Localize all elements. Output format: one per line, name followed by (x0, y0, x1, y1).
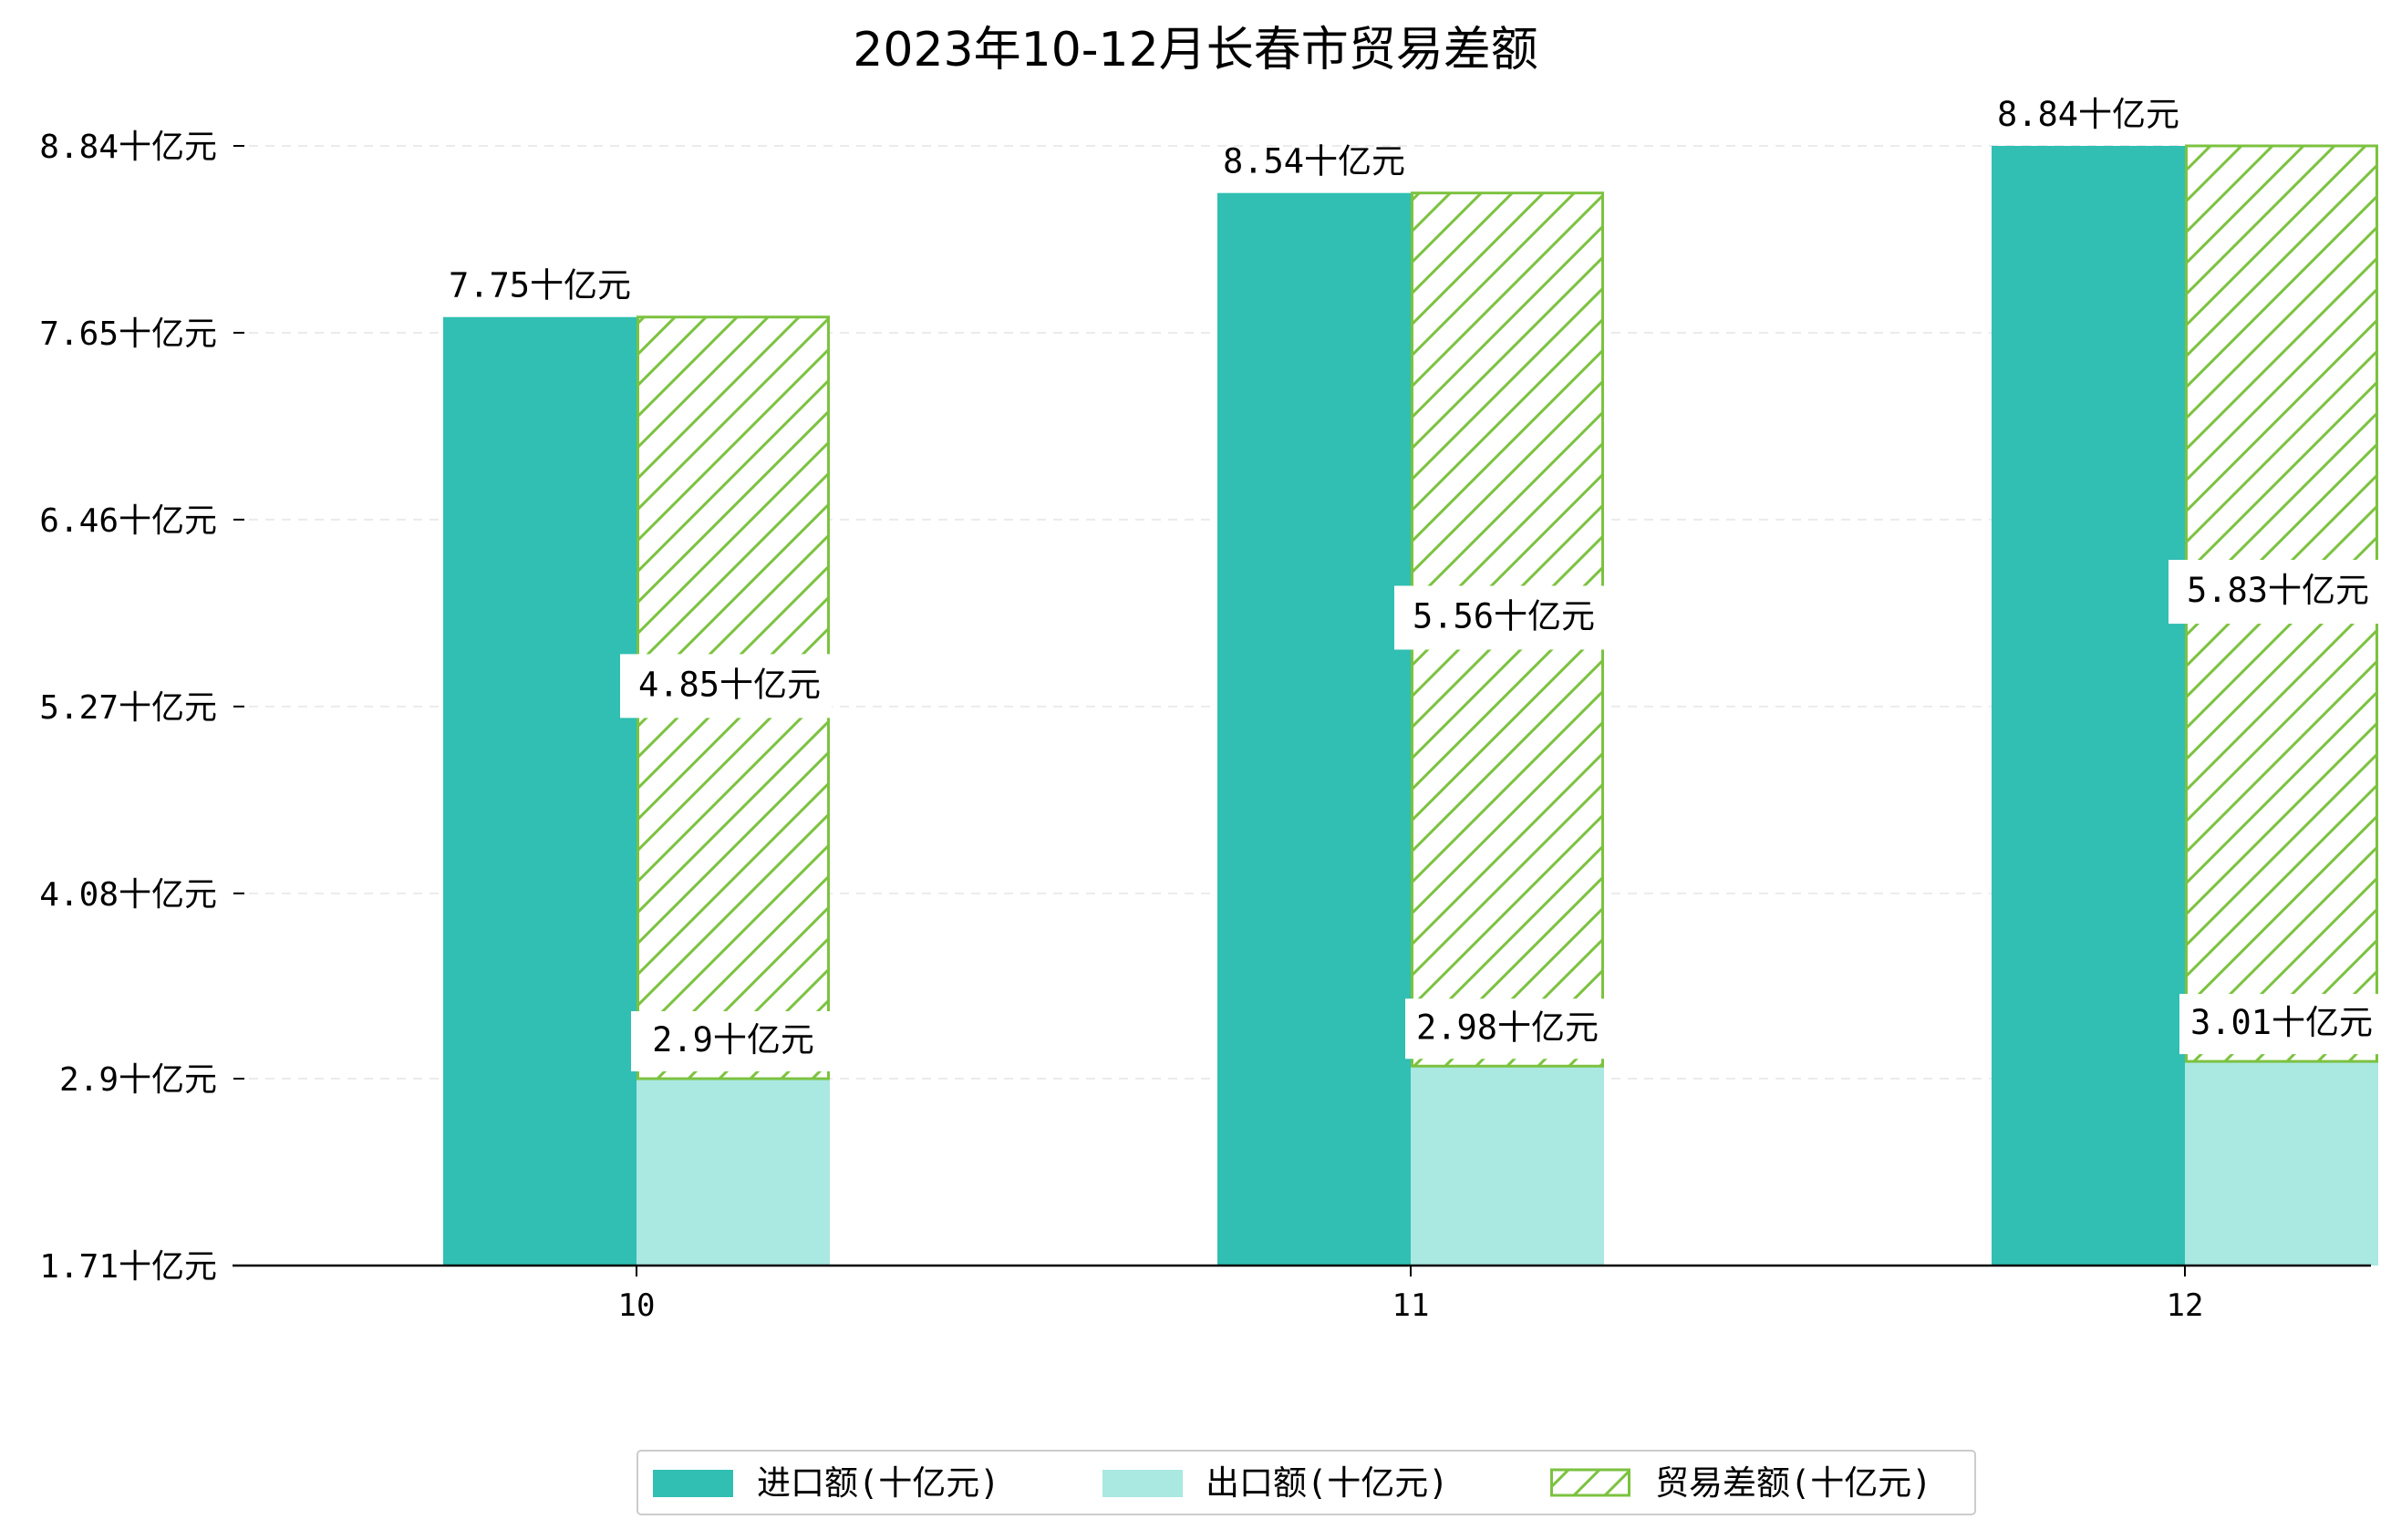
data-labels: 7.75十亿元 2.9十亿元 4.85十亿元 8.54十亿元 2.98十亿元 5.56十亿… (449, 95, 2386, 1072)
data-label-box (1405, 998, 1611, 1059)
legend-swatch-import (653, 1470, 733, 1497)
y-tick-label: 8.84十亿元 (39, 129, 217, 166)
data-label-balance: 4.85十亿元 (638, 665, 821, 704)
data-label-export: 3.01十亿元 (2190, 1003, 2373, 1042)
legend: 进口额(十亿元) 出口额(十亿元) 贸易差额(十亿元) (637, 1450, 1976, 1515)
y-tick-label: 7.65十亿元 (39, 315, 217, 353)
legend-label: 进口额(十亿元) (757, 1463, 1000, 1503)
data-label-box (631, 1011, 837, 1072)
bar-export (2185, 1061, 2378, 1266)
data-label-export: 2.9十亿元 (652, 1020, 814, 1059)
bar-export (1411, 1066, 1604, 1266)
data-label-box (620, 654, 832, 718)
data-label-box (2168, 560, 2380, 625)
legend-label: 出口额(十亿元) (1206, 1463, 1449, 1503)
bar-export (637, 1079, 830, 1266)
bar-import (1217, 192, 1411, 1266)
data-label-box (1394, 585, 1606, 650)
data-label-balance: 5.56十亿元 (1413, 596, 1595, 636)
data-label-export: 2.98十亿元 (1416, 1008, 1599, 1047)
y-tick-label: 2.9十亿元 (59, 1061, 217, 1099)
data-label-balance: 5.83十亿元 (2187, 571, 2369, 610)
chart-title: 2023年10-12月长春市贸易差额 (853, 23, 1537, 78)
x-tick-label: 12 (2167, 1287, 2204, 1324)
data-label-import: 8.84十亿元 (1997, 95, 2179, 134)
bar-import (443, 316, 637, 1266)
data-label-import: 7.75十亿元 (449, 266, 631, 305)
legend-box (637, 1450, 1976, 1515)
legend-swatch-export (1102, 1470, 1183, 1497)
axes: 1.71十亿元 2.9十亿元 4.08十亿元 5.27十亿元 6.46十亿元 7.65十亿… (39, 129, 2371, 1324)
data-label-import: 8.54十亿元 (1223, 142, 1405, 181)
x-tick-label: 11 (1392, 1287, 1430, 1324)
data-label-box (2179, 994, 2386, 1055)
y-tick-label: 5.27十亿元 (39, 689, 217, 727)
legend-label: 贸易差额(十亿元) (1655, 1463, 1932, 1503)
legend-swatch-balance (1550, 1468, 1630, 1497)
y-tick-label: 6.46十亿元 (39, 502, 217, 540)
x-tick-label: 10 (618, 1287, 656, 1324)
y-tick-label: 4.08十亿元 (39, 876, 217, 914)
y-tick-label: 1.71十亿元 (39, 1248, 217, 1286)
bar-import (1992, 146, 2185, 1266)
